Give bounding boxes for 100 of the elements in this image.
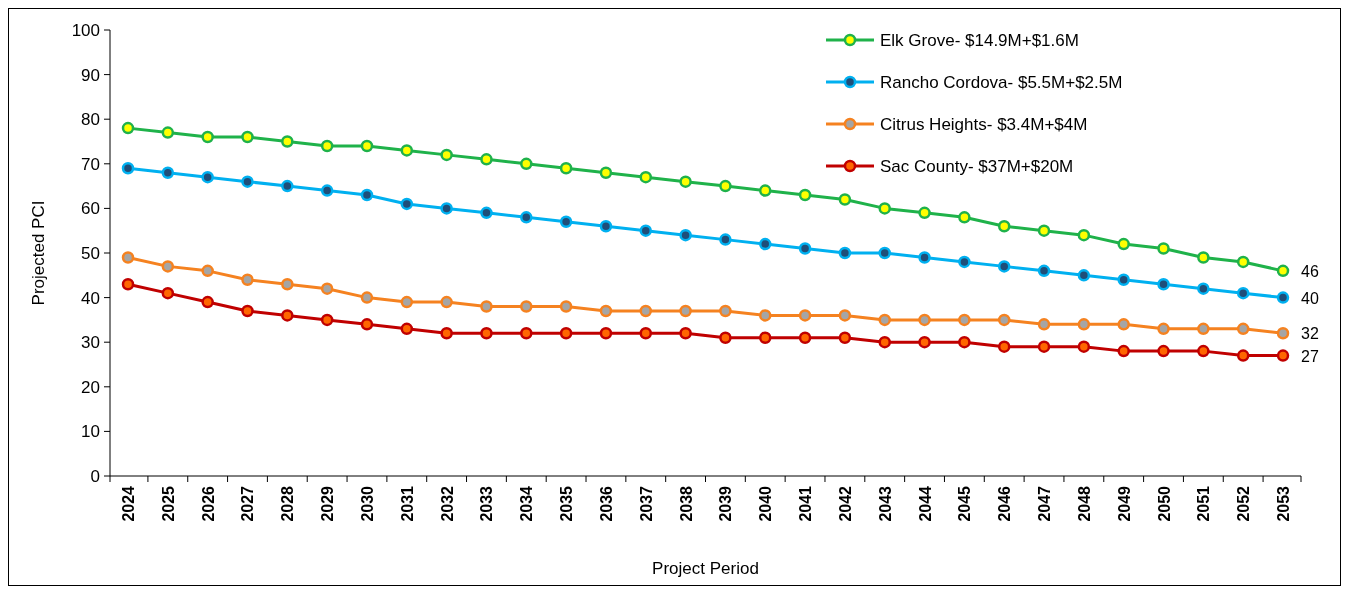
point [1276, 264, 1290, 278]
point [599, 219, 613, 233]
x-tick-label: 2043 [876, 485, 894, 522]
point [1037, 340, 1051, 353]
point [679, 327, 692, 340]
point [559, 215, 573, 229]
data-label: 32 [1301, 325, 1319, 343]
point [161, 166, 175, 179]
point [201, 130, 214, 144]
point [798, 309, 812, 322]
point [878, 246, 891, 260]
legend-label: Citrus Heights- $3.4M+$4M [880, 115, 1088, 134]
x-tick-label: 2026 [199, 485, 217, 522]
point [679, 228, 692, 242]
point [997, 340, 1011, 353]
x-tick-label: 2037 [637, 485, 655, 522]
point [1077, 318, 1091, 331]
point [997, 260, 1011, 273]
point [798, 331, 812, 344]
x-tick-label: 2035 [558, 485, 576, 522]
x-tick-label: 2029 [319, 485, 337, 522]
point [838, 193, 852, 206]
point [201, 264, 214, 278]
point [241, 304, 254, 318]
x-tick-label: 2025 [159, 485, 177, 522]
point [320, 184, 334, 197]
point [1077, 269, 1091, 282]
point [1037, 318, 1051, 331]
point [559, 162, 573, 175]
point [1236, 322, 1250, 336]
y-tick-label: 20 [81, 377, 100, 397]
point [758, 184, 772, 197]
point [997, 313, 1011, 327]
y-tick-label: 80 [81, 110, 100, 130]
point [520, 327, 533, 340]
point [599, 327, 613, 340]
x-axis-title: Project Period [652, 559, 759, 578]
x-tick-label: 2051 [1195, 485, 1213, 522]
point [958, 335, 971, 349]
point [440, 202, 453, 215]
point [758, 237, 772, 251]
x-tick-label: 2052 [1235, 485, 1253, 522]
point [838, 331, 852, 344]
point [1157, 277, 1170, 291]
point [520, 300, 533, 313]
point [241, 130, 254, 144]
x-tick-label: 2049 [1115, 485, 1133, 522]
point [121, 121, 135, 135]
point [719, 331, 732, 344]
x-tick-label: 2044 [916, 485, 934, 522]
point [320, 313, 334, 327]
x-tick-label: 2042 [836, 485, 854, 522]
x-tick-label: 2028 [279, 485, 297, 522]
x-tick-label: 2040 [757, 485, 775, 522]
data-label: 46 [1301, 262, 1319, 280]
point [1276, 291, 1290, 304]
point [1077, 228, 1091, 242]
point [281, 135, 294, 148]
point [1197, 344, 1210, 358]
point [360, 291, 374, 304]
point [161, 126, 175, 139]
x-tick-label: 2045 [956, 485, 974, 522]
point [1157, 344, 1170, 358]
x-tick-label: 2041 [797, 485, 815, 522]
point [241, 273, 254, 287]
point [440, 148, 453, 162]
point [639, 304, 653, 318]
point [281, 179, 294, 193]
point [559, 300, 573, 313]
point [997, 219, 1011, 233]
point [958, 255, 971, 269]
point [281, 309, 294, 322]
point [440, 295, 453, 309]
point [480, 327, 493, 340]
point [201, 170, 214, 184]
point [320, 282, 334, 295]
point [161, 286, 175, 300]
point [1117, 344, 1130, 358]
point [480, 153, 493, 166]
point [918, 313, 931, 327]
point [1077, 340, 1091, 353]
point [1276, 349, 1290, 362]
x-tick-label: 2024 [120, 485, 137, 522]
point [918, 251, 931, 264]
point [360, 188, 374, 202]
point [918, 335, 931, 349]
point [1276, 327, 1290, 340]
x-tick-label: 2050 [1155, 485, 1173, 522]
point [400, 322, 414, 336]
point [1117, 318, 1130, 331]
point [440, 327, 453, 340]
point [480, 206, 493, 220]
point [878, 313, 891, 327]
point [520, 211, 533, 224]
point [201, 295, 214, 309]
x-tick-label: 2031 [398, 485, 416, 522]
point [1037, 264, 1051, 278]
x-tick-label: 2027 [239, 485, 257, 522]
point [758, 309, 772, 322]
point [1117, 237, 1130, 251]
